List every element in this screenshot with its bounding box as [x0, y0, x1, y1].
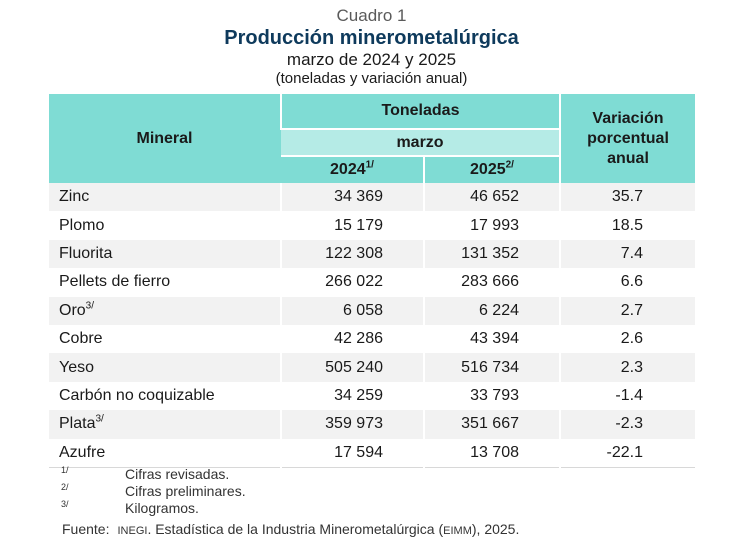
year-2025-label: 2025 [470, 161, 506, 178]
cell-variation: -1.4 [559, 381, 695, 411]
mineral-name: Azufre [59, 443, 106, 461]
footnote-text: Kilogramos. [125, 500, 199, 516]
mineral-name: Pellets de fierro [59, 273, 171, 291]
header-toneladas: Toneladas [280, 94, 560, 129]
footnote-text: Cifras preliminares. [125, 483, 246, 499]
page-subtitle: marzo de 2024 y 2025 [286, 50, 457, 69]
cell-mineral: Oro3/ [49, 296, 281, 325]
cell-2025: 516 734 [423, 353, 560, 382]
mineral-name: Plata [59, 415, 96, 433]
cell-2024: 122 308 [280, 239, 424, 269]
header-mineral: Mineral [49, 94, 281, 183]
mineral-name: Cobre [59, 330, 103, 348]
table-row: Plomo 15 179 17 993 18.5 [49, 211, 695, 240]
cell-2024: 266 022 [280, 268, 424, 297]
cell-mineral: Plomo [49, 211, 281, 240]
source-label: Fuente: [62, 521, 110, 537]
cell-variation: 2.6 [559, 324, 695, 354]
source-line: Fuente: INEGI. Estadística de la Industri… [62, 521, 519, 537]
cell-variation: -22.1 [559, 438, 695, 468]
cell-2025: 13 708 [423, 438, 560, 468]
source-text: . Estadística de la Industria Minerometa… [147, 521, 444, 537]
table-row: Zinc 34 369 46 652 35.7 [49, 183, 695, 212]
cell-mineral: Fluorita [49, 239, 281, 269]
mineral-name: Carbón no coquizable [59, 386, 215, 404]
footnote-text: Cifras revisadas. [125, 466, 230, 482]
mineral-note: 3/ [85, 300, 95, 312]
table-number: Cuadro 1 [336, 6, 407, 25]
cell-2025: 46 652 [423, 183, 560, 212]
cell-mineral: Pellets de fierro [49, 268, 281, 297]
cell-2025: 283 666 [423, 268, 560, 297]
cell-2024: 42 286 [280, 324, 424, 354]
year-2025-note: 2/ [505, 159, 514, 171]
year-2024-label: 2024 [330, 161, 366, 178]
table-row: Plata3/359 973 351 667 -2.3 [49, 410, 695, 439]
cell-2025: 33 793 [423, 381, 560, 411]
cell-2025: 351 667 [423, 410, 560, 439]
source-abbr: EIMM [443, 525, 472, 537]
cell-variation: 2.3 [559, 353, 695, 382]
source-end: ), 2025. [471, 521, 520, 537]
header-variacion: Variación porcentual anual [559, 94, 695, 183]
cell-variation: 6.6 [559, 268, 695, 297]
cell-2024: 6 058 [280, 296, 424, 325]
cell-mineral: Yeso [49, 353, 281, 382]
cell-mineral: Cobre [49, 324, 281, 354]
table-row: Cobre 42 286 43 394 2.6 [49, 324, 695, 354]
mineral-name: Zinc [59, 188, 90, 206]
page-title: Producción minerometalúrgica [224, 27, 519, 49]
header-year-2024: 20241/ [281, 155, 424, 183]
cell-2025: 17 993 [423, 211, 560, 240]
mineral-name: Yeso [59, 358, 94, 376]
cell-mineral: Plata3/ [49, 410, 281, 439]
cell-2024: 34 259 [280, 381, 424, 411]
table-row: Fluorita 122 308 131 352 7.4 [49, 239, 695, 269]
cell-variation: 18.5 [559, 211, 695, 240]
cell-2024: 505 240 [280, 353, 424, 382]
cell-variation: -2.3 [559, 410, 695, 439]
footnote-mark: 1/ [61, 465, 69, 475]
units-label: (toneladas y variación anual) [275, 70, 468, 87]
year-2024-note: 1/ [365, 159, 374, 171]
cell-2025: 6 224 [423, 296, 560, 325]
cell-2024: 34 369 [280, 183, 424, 212]
cell-variation: 7.4 [559, 239, 695, 269]
cell-2024: 15 179 [280, 211, 424, 240]
table-row: Azufre 17 594 13 708 -22.1 [49, 438, 695, 468]
cell-2024: 359 973 [280, 410, 424, 439]
table-body: Zinc 34 369 46 652 35.7 Plomo 15 179 17 993 18.… [49, 183, 695, 468]
cell-2025: 131 352 [423, 239, 560, 269]
table-row: Yeso 505 240 516 734 2.3 [49, 353, 695, 382]
cell-mineral: Zinc [49, 183, 281, 212]
cell-mineral: Carbón no coquizable [49, 381, 281, 411]
mineral-note: 3/ [95, 413, 104, 425]
table-row: Oro3/6 058 6 224 2.7 [49, 296, 695, 325]
table-row: Carbón no coquizable 34 259 33 793 -1.4 [49, 381, 695, 411]
cell-variation: 35.7 [559, 183, 695, 212]
cell-2025: 43 394 [423, 324, 560, 354]
header-year-2025: 20252/ [423, 155, 560, 183]
table-row: Pellets de fierro 266 022 283 666 6.6 [49, 268, 695, 297]
cell-2024: 17 594 [280, 438, 424, 468]
mineral-name: Plomo [59, 216, 105, 234]
footnote-mark: 2/ [61, 482, 69, 492]
title-block: Cuadro 1 Producción minerometalúrgica ma… [0, 6, 743, 88]
mineral-name: Fluorita [59, 244, 113, 262]
header-variacion-label: Variación porcentual anual [587, 109, 669, 167]
header-month: marzo [281, 128, 560, 156]
source-org: INEGI [117, 525, 148, 537]
cell-mineral: Azufre [49, 438, 281, 468]
production-table: Mineral Toneladas Variación porcentual a… [49, 94, 695, 468]
cell-variation: 2.7 [559, 296, 695, 325]
mineral-name: Oro [59, 301, 86, 319]
footnote-mark: 3/ [61, 499, 69, 509]
